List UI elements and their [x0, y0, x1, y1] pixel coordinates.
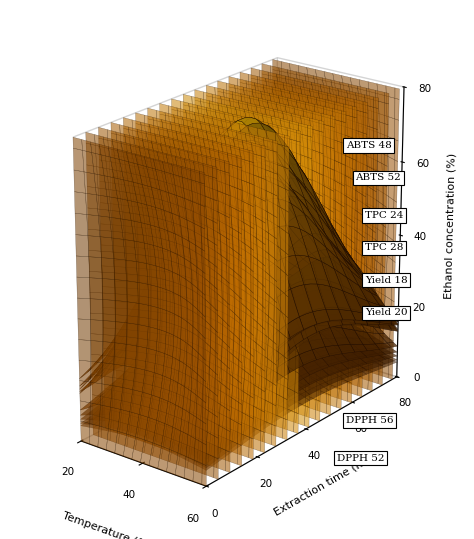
Text: TPC 24: TPC 24 [365, 211, 403, 220]
Text: DPPH 52: DPPH 52 [337, 454, 384, 462]
Text: Yield 18: Yield 18 [365, 276, 408, 285]
Text: ABTS 52: ABTS 52 [356, 174, 401, 182]
Y-axis label: Extraction time (min): Extraction time (min) [273, 450, 381, 517]
Text: ABTS 48: ABTS 48 [346, 141, 392, 150]
Text: Yield 20: Yield 20 [365, 308, 408, 317]
Text: TPC 28: TPC 28 [365, 244, 403, 252]
Text: DPPH 56: DPPH 56 [346, 416, 393, 425]
X-axis label: Temperature (°C): Temperature (°C) [61, 510, 155, 539]
